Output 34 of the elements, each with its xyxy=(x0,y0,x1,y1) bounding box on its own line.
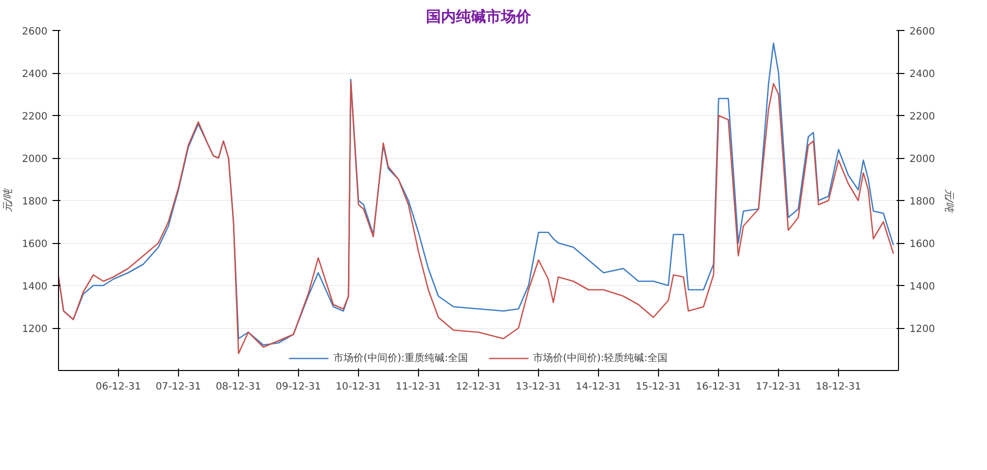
y2-tick-label: 1600 xyxy=(910,239,935,250)
y-tick-label: 2200 xyxy=(22,112,48,122)
x-tick-label: 14-12-31 xyxy=(576,382,622,392)
x-tick-label: 07-12-31 xyxy=(156,382,201,392)
y2-tick-label: 1200 xyxy=(910,324,935,335)
x-tick-label: 09-12-31 xyxy=(276,382,322,392)
legend-label: 市场价(中间价):重质纯碱:全国 xyxy=(333,352,468,365)
y-tick-label: 2000 xyxy=(22,154,48,165)
y-tick-label: 1800 xyxy=(22,196,48,208)
y-tick-label: 1400 xyxy=(22,282,48,292)
y-tick-label: 1600 xyxy=(22,239,48,250)
y2-tick-label: 1800 xyxy=(910,196,935,208)
x-tick-label: 17-12-31 xyxy=(756,382,802,392)
y2-tick-label: 2000 xyxy=(910,154,935,165)
x-tick-label: 18-12-31 xyxy=(816,382,862,392)
x-tick-label: 12-12-31 xyxy=(456,382,502,392)
x-tick-label: 10-12-31 xyxy=(336,382,382,392)
y-axis-title: 元/吨 xyxy=(2,186,14,212)
x-tick-label: 13-12-31 xyxy=(516,382,562,392)
x-tick-label: 15-12-31 xyxy=(636,382,682,392)
y-tick-label: 2600 xyxy=(22,26,48,38)
y2-tick-label: 2200 xyxy=(910,112,935,122)
x-tick-label: 16-12-31 xyxy=(696,382,742,392)
x-tick-label: 08-12-31 xyxy=(216,382,262,392)
y2-axis-title: 元/吨 xyxy=(942,188,955,214)
x-tick-label: 06-12-31 xyxy=(96,382,141,392)
y-tick-label: 1200 xyxy=(22,324,48,335)
y2-tick-label: 2400 xyxy=(910,69,935,80)
y2-tick-label: 2600 xyxy=(910,26,935,38)
legend-label: 市场价(中间价):轻质纯碱:全国 xyxy=(533,352,668,365)
y2-tick-label: 1400 xyxy=(910,282,935,292)
y-tick-label: 2400 xyxy=(22,69,48,80)
chart-title: 国内纯碱市场价 xyxy=(426,8,532,26)
x-tick-label: 11-12-31 xyxy=(396,382,441,392)
